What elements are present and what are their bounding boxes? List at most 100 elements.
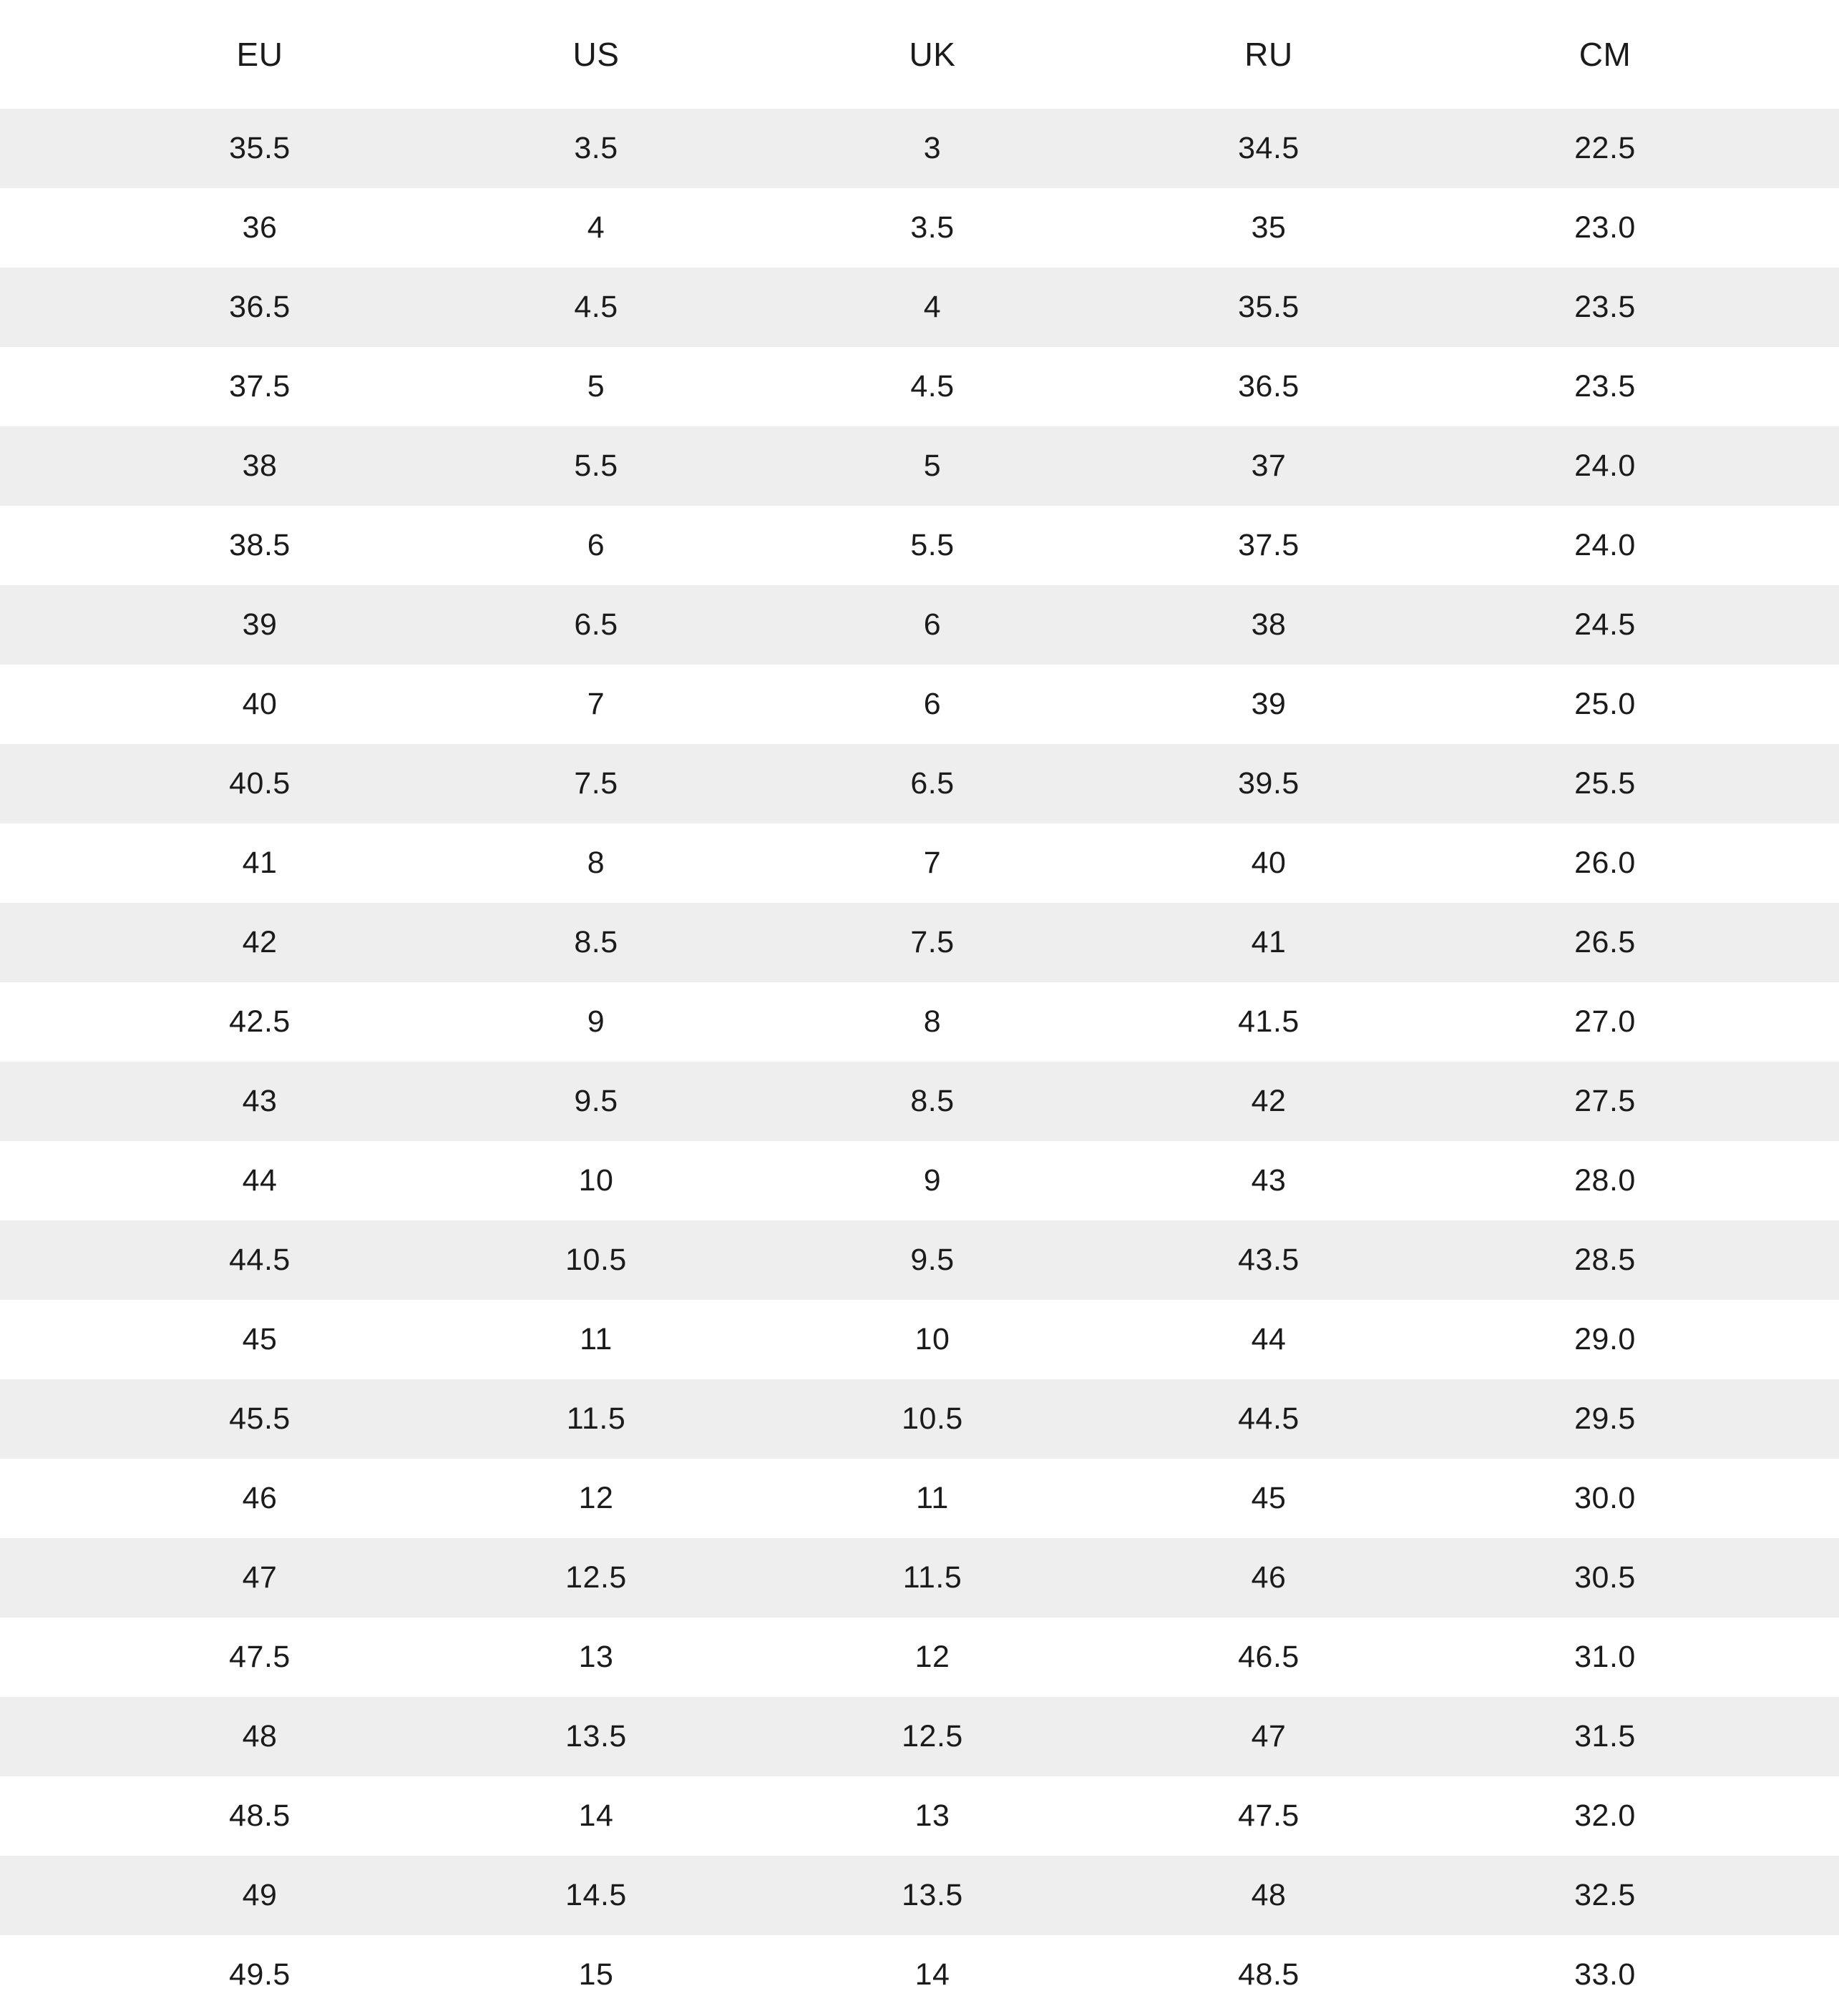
table-cell: 39: [242, 607, 278, 642]
table-cell: 30.5: [1574, 1560, 1636, 1595]
table-cell: 7.5: [574, 766, 618, 801]
table-cell: 29.5: [1574, 1401, 1636, 1436]
table-cell: 49: [242, 1878, 278, 1912]
table-cell: 27.5: [1574, 1084, 1636, 1118]
table-cell: 4.5: [574, 290, 618, 324]
table-cell: 4: [587, 210, 605, 245]
table-row: 49 14.5 13.5 48 32.5: [0, 1856, 1839, 1935]
table-cell: 10: [578, 1163, 614, 1198]
table-cell: 3.5: [910, 210, 955, 245]
table-row: 41 8 7 40 26.0: [0, 823, 1839, 903]
table-cell: 23.0: [1574, 210, 1636, 245]
table-cell: 11.5: [566, 1401, 626, 1436]
table-row: 46 12 11 45 30.0: [0, 1459, 1839, 1538]
table-cell: 10.5: [902, 1401, 963, 1436]
table-cell: 12.5: [565, 1560, 627, 1595]
table-cell: 5: [587, 369, 605, 403]
table-cell: 44.5: [1238, 1401, 1299, 1436]
table-cell: 34.5: [1238, 131, 1299, 165]
table-cell: 3.5: [574, 131, 618, 165]
table-row: 48.5 14 13 47.5 32.0: [0, 1776, 1839, 1856]
table-cell: 48: [242, 1719, 278, 1753]
table-cell: 25.5: [1574, 766, 1636, 801]
table-cell: 42.5: [229, 1004, 291, 1039]
table-cell: 47: [1251, 1719, 1287, 1753]
table-cell: 45.5: [229, 1401, 291, 1436]
table-cell: 40: [242, 687, 278, 721]
table-cell: 42: [1251, 1084, 1287, 1118]
table-cell: 9: [923, 1163, 942, 1198]
table-cell: 23.5: [1574, 290, 1636, 324]
table-cell: 4: [923, 290, 942, 324]
column-header-cm: CM: [1579, 36, 1631, 73]
table-cell: 31.5: [1574, 1719, 1636, 1753]
table-cell: 41: [1251, 925, 1287, 959]
table-row: 45 11 10 44 29.0: [0, 1300, 1839, 1379]
table-cell: 12.5: [902, 1719, 963, 1753]
table-cell: 42: [242, 925, 278, 959]
table-cell: 24.5: [1574, 607, 1636, 642]
table-row: 42 8.5 7.5 41 26.5: [0, 903, 1839, 982]
table-cell: 9: [587, 1004, 605, 1039]
table-cell: 36.5: [229, 290, 291, 324]
table-cell: 6.5: [574, 607, 618, 642]
table-cell: 14.5: [565, 1878, 627, 1912]
table-cell: 47.5: [229, 1640, 291, 1674]
column-header-eu: EU: [236, 36, 283, 73]
table-cell: 7.5: [910, 925, 955, 959]
column-header-ru: RU: [1244, 36, 1293, 73]
table-cell: 37.5: [1238, 528, 1299, 562]
table-cell: 8.5: [910, 1084, 955, 1118]
table-cell: 49.5: [229, 1957, 291, 1992]
table-cell: 5.5: [910, 528, 955, 562]
table-row: 45.5 11.5 10.5 44.5 29.5: [0, 1379, 1839, 1459]
table-cell: 14: [914, 1957, 950, 1992]
table-row: 37.5 5 4.5 36.5 23.5: [0, 347, 1839, 426]
table-cell: 6: [923, 687, 942, 721]
table-row: 44.5 10.5 9.5 43.5 28.5: [0, 1220, 1839, 1300]
table-row: 44 10 9 43 28.0: [0, 1141, 1839, 1220]
table-cell: 32.5: [1574, 1878, 1636, 1912]
table-cell: 22.5: [1574, 131, 1636, 165]
table-cell: 26.0: [1574, 846, 1636, 880]
table-cell: 38: [1251, 607, 1287, 642]
table-cell: 37.5: [229, 369, 291, 403]
table-cell: 24.0: [1574, 528, 1636, 562]
table-cell: 35: [1251, 210, 1287, 245]
table-cell: 8: [923, 1004, 942, 1039]
table-row: 47.5 13 12 46.5 31.0: [0, 1618, 1839, 1697]
table-cell: 35.5: [229, 131, 291, 165]
table-body: 35.5 3.5 3 34.5 22.5 36 4 3.5 35 23.0 36.5 4.5 4 35.5…: [0, 109, 1839, 2015]
table-cell: 27.0: [1574, 1004, 1636, 1039]
table-cell: 5: [923, 449, 942, 483]
table-cell: 5.5: [574, 449, 618, 483]
table-cell: 23.5: [1574, 369, 1636, 403]
table-cell: 33.0: [1574, 1957, 1636, 1992]
table-cell: 36: [242, 210, 278, 245]
table-header-row: EU US UK RU CM: [0, 0, 1839, 109]
table-cell: 10.5: [565, 1243, 627, 1277]
table-row: 38 5.5 5 37 24.0: [0, 426, 1839, 506]
table-cell: 24.0: [1574, 449, 1636, 483]
table-cell: 48: [1251, 1878, 1287, 1912]
table-row: 38.5 6 5.5 37.5 24.0: [0, 506, 1839, 585]
table-cell: 11: [916, 1481, 949, 1515]
table-cell: 8.5: [574, 925, 618, 959]
table-cell: 46.5: [1238, 1640, 1299, 1674]
table-cell: 39.5: [1238, 766, 1299, 801]
table-cell: 4.5: [910, 369, 955, 403]
table-cell: 41: [242, 846, 278, 880]
table-cell: 13.5: [565, 1719, 627, 1753]
table-cell: 28.5: [1574, 1243, 1636, 1277]
column-header-us: US: [572, 36, 620, 73]
table-cell: 35.5: [1238, 290, 1299, 324]
table-cell: 38.5: [229, 528, 291, 562]
table-row: 43 9.5 8.5 42 27.5: [0, 1062, 1839, 1141]
table-cell: 12: [578, 1481, 614, 1515]
table-cell: 41.5: [1238, 1004, 1299, 1039]
table-cell: 40: [1251, 846, 1287, 880]
table-row: 42.5 9 8 41.5 27.0: [0, 982, 1839, 1062]
table-cell: 44: [1251, 1322, 1287, 1356]
table-cell: 9.5: [910, 1243, 955, 1277]
